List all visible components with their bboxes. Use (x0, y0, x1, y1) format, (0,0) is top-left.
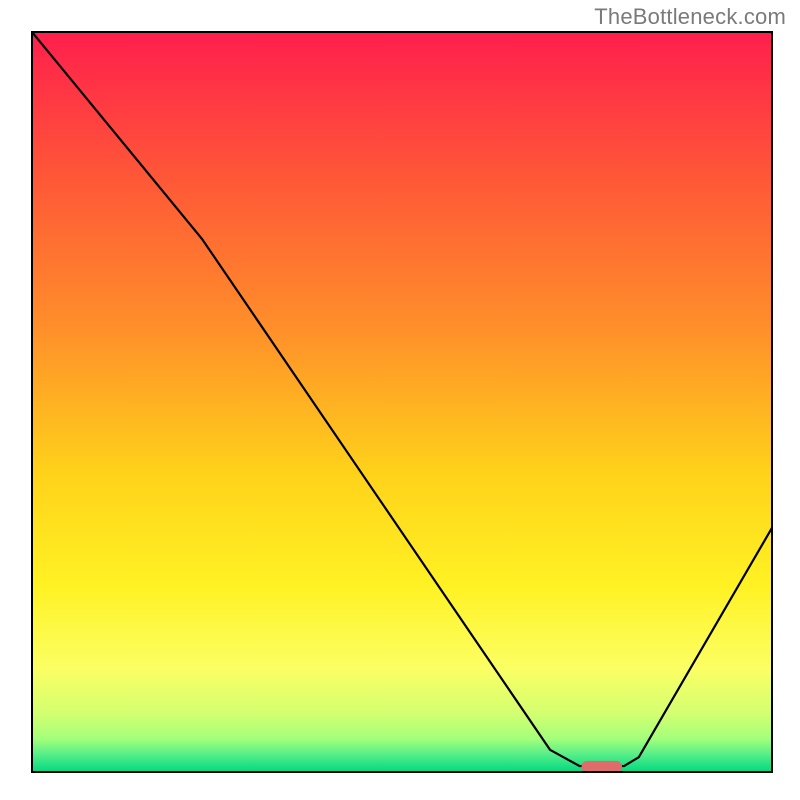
gradient-background (32, 32, 772, 772)
optimal-marker (581, 761, 622, 773)
watermark-text: TheBottleneck.com (594, 4, 786, 30)
chart-svg (0, 0, 800, 800)
bottleneck-chart (0, 0, 800, 800)
